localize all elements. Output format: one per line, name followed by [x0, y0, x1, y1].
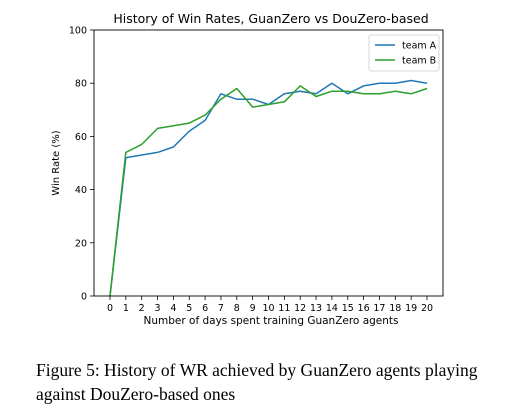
chart-title: History of Win Rates, GuanZero vs DouZer… — [113, 11, 428, 26]
series-line-team-a — [109, 79, 428, 297]
y-tick-label: 60 — [75, 132, 87, 143]
x-tick-label: 19 — [405, 303, 417, 314]
x-tick-label: 12 — [294, 303, 306, 314]
x-tick-label: 17 — [373, 303, 385, 314]
x-tick-label: 7 — [218, 303, 224, 314]
y-tick-label: 20 — [75, 238, 87, 249]
legend-label: team B — [402, 56, 436, 67]
x-tick-label: 1 — [123, 303, 129, 314]
figure-caption: Figure 5: History of WR achieved by Guan… — [36, 360, 478, 404]
axis-ticks: 0 1 2 3 4 5 6 7 8 9 10 11 12 13 14 15 16 17 18 19 2002040608… — [69, 26, 433, 315]
plot-frame — [93, 29, 444, 297]
y-tick-label: 0 — [81, 292, 87, 303]
y-axis-label: Win Rate (%) — [51, 130, 62, 195]
x-tick-label: 2 — [139, 303, 145, 314]
x-tick-label: 5 — [186, 303, 192, 314]
y-tick-label: 80 — [75, 79, 87, 90]
x-tick-label: 14 — [326, 303, 338, 314]
x-tick-label: 16 — [358, 303, 370, 314]
legend-box — [368, 34, 440, 72]
x-tick-label: 3 — [155, 303, 161, 314]
x-tick-label: 9 — [250, 303, 256, 314]
series-lines — [109, 79, 428, 297]
series-line-team-b — [109, 85, 428, 297]
x-tick-label: 4 — [170, 303, 176, 314]
y-tick-label: 40 — [75, 185, 87, 196]
legend-label: team A — [402, 41, 437, 52]
x-tick-label: 10 — [262, 303, 274, 314]
line-chart: History of Win Rates, GuanZero vs DouZer… — [51, 11, 444, 327]
x-tick-label: 15 — [342, 303, 354, 314]
y-tick-label: 100 — [69, 26, 87, 37]
x-tick-label: 20 — [421, 303, 433, 314]
x-tick-label: 8 — [234, 303, 240, 314]
x-tick-label: 18 — [389, 303, 401, 314]
x-axis-label: Number of days spent training GuanZero a… — [144, 315, 399, 327]
x-tick-label: 11 — [278, 303, 290, 314]
x-tick-label: 13 — [310, 303, 322, 314]
x-tick-label: 6 — [202, 303, 208, 314]
legend: team A team B — [368, 34, 440, 72]
x-tick-label: 0 — [107, 303, 113, 314]
